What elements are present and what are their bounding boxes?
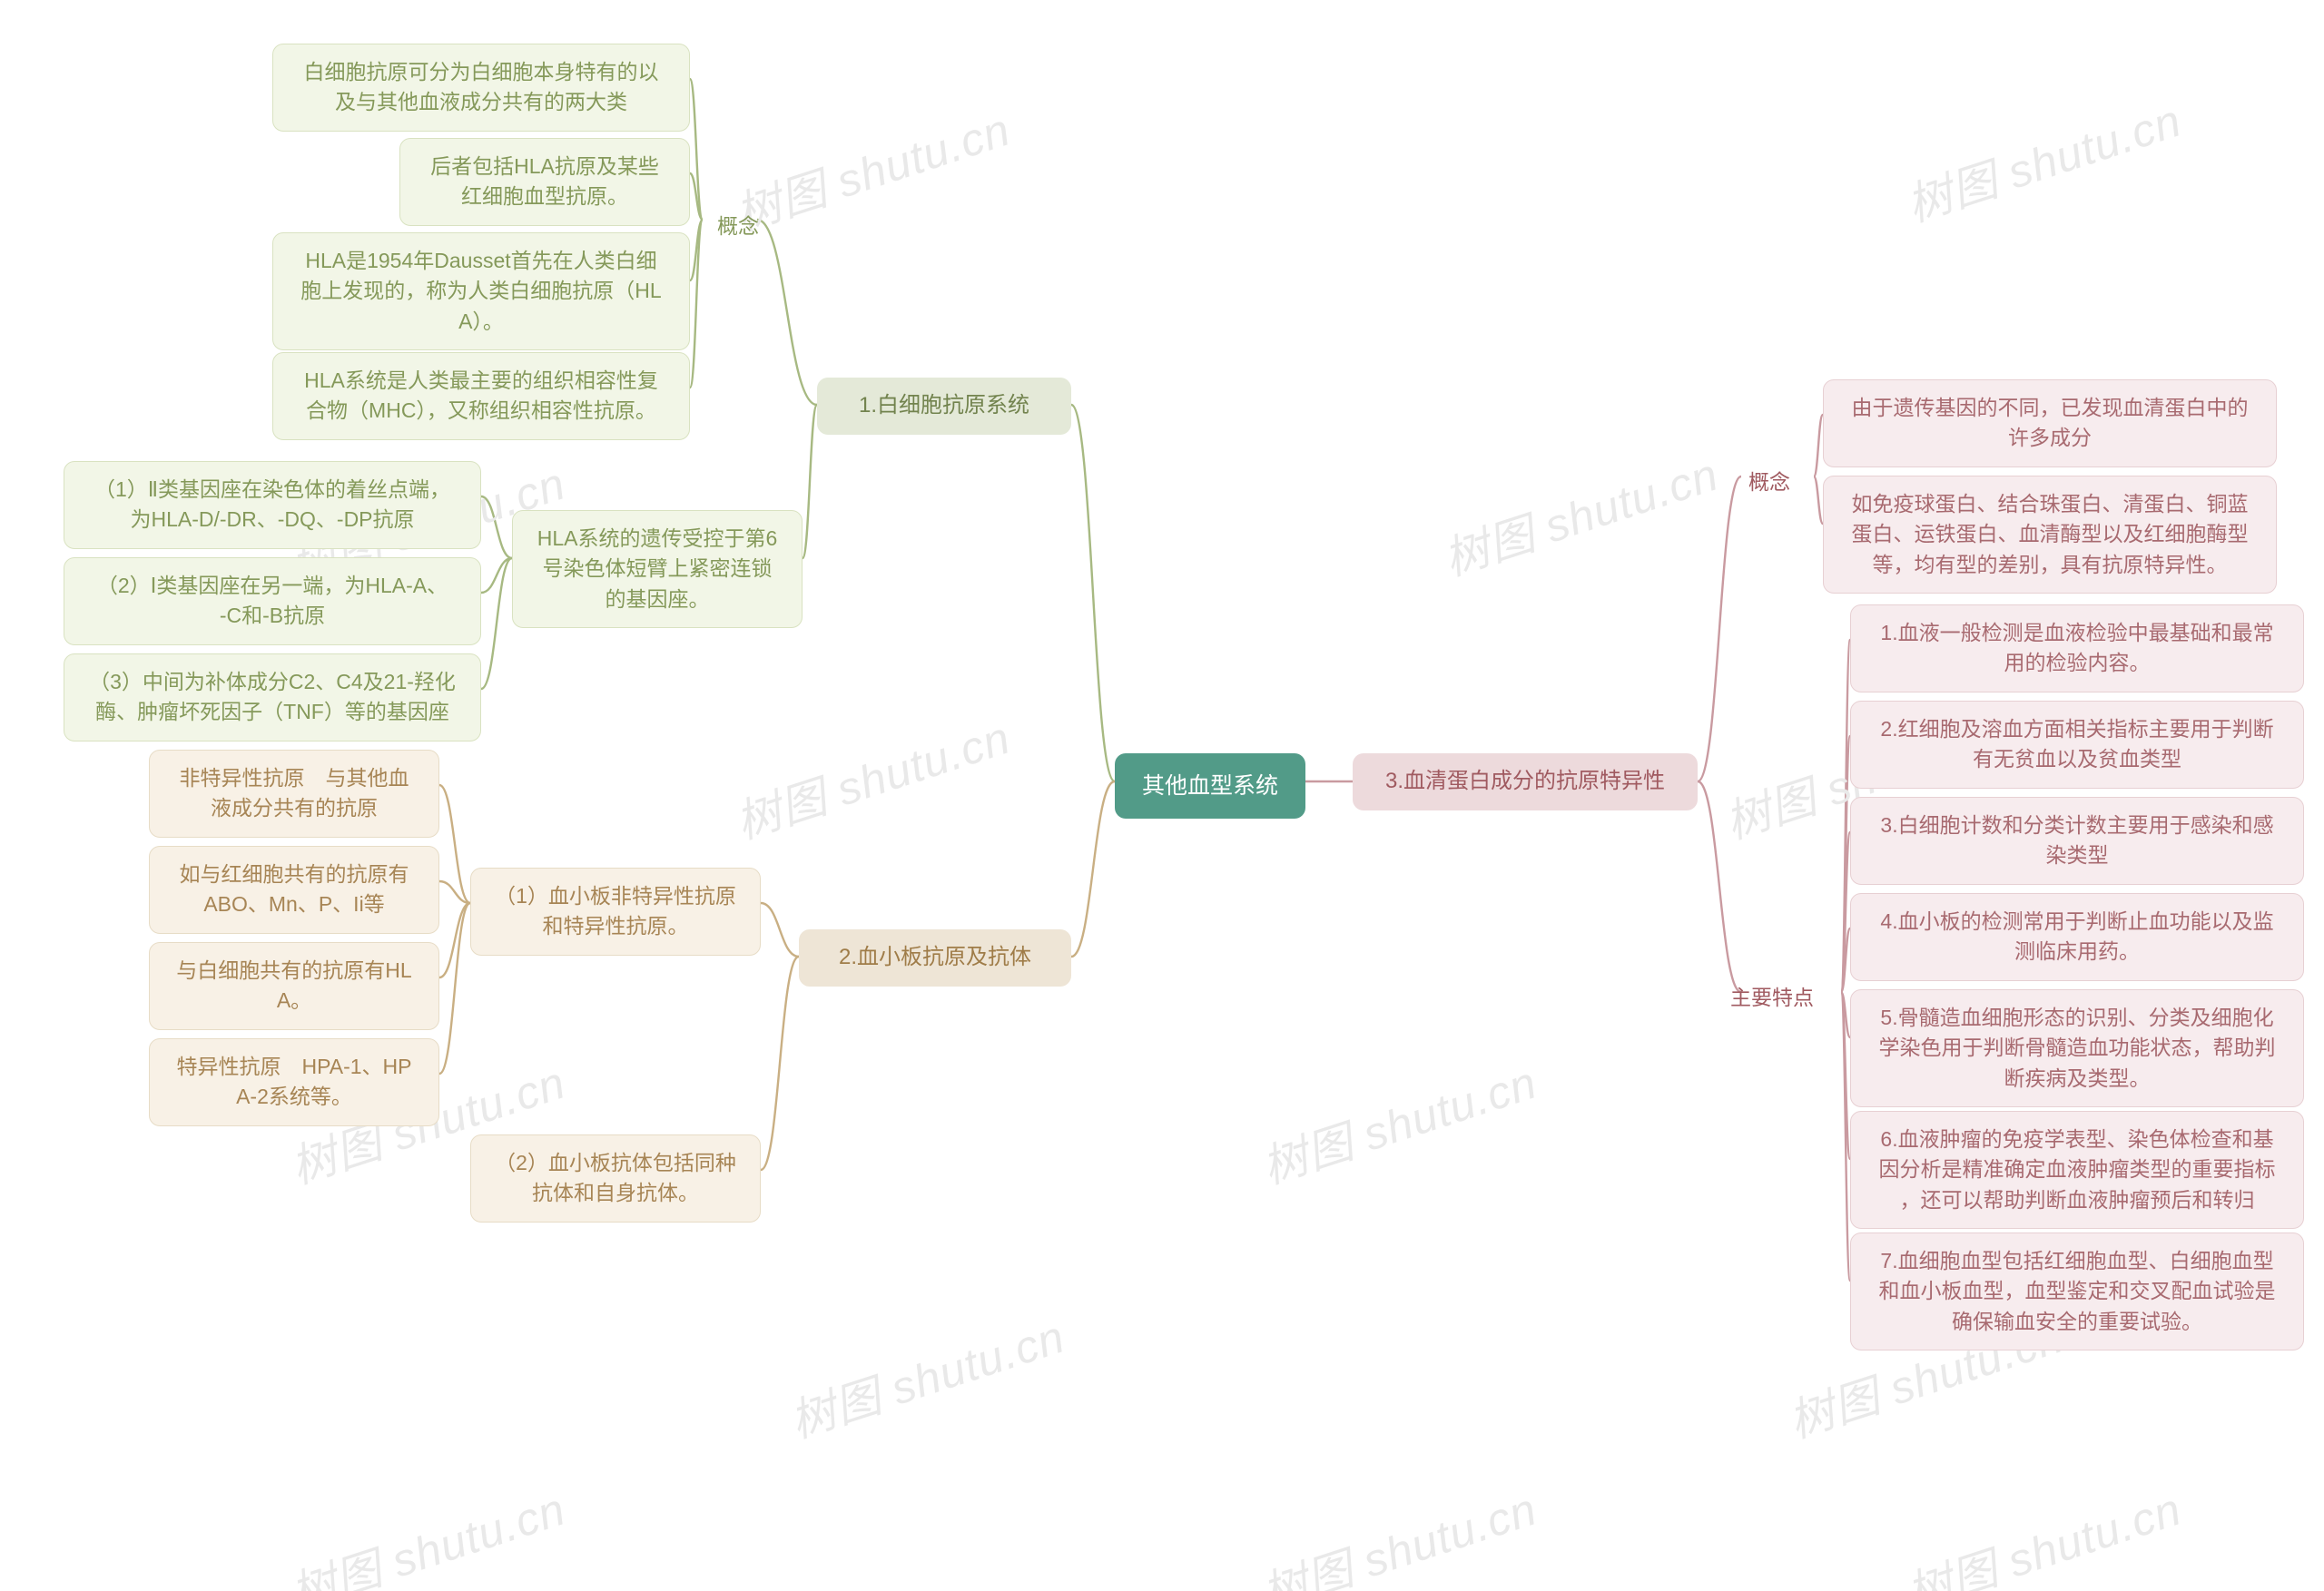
- branch-2-group-1-leaf-0: 非特异性抗原 与其他血 液成分共有的抗原: [149, 750, 439, 838]
- branch-1-group-1-leaf-2: HLA是1954年Dausset首先在人类白细 胞上发现的，称为人类白细胞抗原（…: [272, 232, 690, 350]
- branch-1: 1.白细胞抗原系统: [817, 378, 1071, 435]
- watermark: 树图 shutu.cn: [1897, 84, 2189, 234]
- branch-2-group-2-node: （2）血小板抗体包括同种 抗体和自身抗体。: [470, 1134, 761, 1223]
- branch-3-group-2-leaf-5: 6.血液肿瘤的免疫学表型、染色体检查和基 因分析是精准确定血液肿瘤类型的重要指标…: [1850, 1111, 2304, 1229]
- branch-1-group-1-label: 概念: [717, 209, 759, 240]
- branch-1-group-2-leaf-1: （2）Ⅰ类基因座在另一端，为HLA-A、 -C和-B抗原: [64, 557, 481, 645]
- watermark: 树图 shutu.cn: [1253, 1046, 1544, 1196]
- watermark: 树图 shutu.cn: [726, 93, 1018, 243]
- branch-2-group-1-leaf-2: 与白细胞共有的抗原有HL A。: [149, 942, 439, 1030]
- branch-2-group-1-leaf-3: 特异性抗原 HPA-1、HP A-2系统等。: [149, 1038, 439, 1126]
- watermark: 树图 shutu.cn: [281, 1473, 573, 1591]
- watermark: 树图 shutu.cn: [726, 702, 1018, 851]
- branch-1-group-1-leaf-0: 白细胞抗原可分为白细胞本身特有的以 及与其他血液成分共有的两大类: [272, 44, 690, 132]
- branch-1-group-1-leaf-1: 后者包括HLA抗原及某些 红细胞血型抗原。: [399, 138, 690, 226]
- branch-3: 3.血清蛋白成分的抗原特异性: [1353, 753, 1698, 810]
- branch-3-group-2-label: 主要特点: [1730, 980, 1814, 1011]
- branch-2: 2.血小板抗原及抗体: [799, 929, 1071, 987]
- watermark: 树图 shutu.cn: [781, 1301, 1072, 1450]
- branch-1-group-1-leaf-3: HLA系统是人类最主要的组织相容性复 合物（MHC），又称组织相容性抗原。: [272, 352, 690, 440]
- watermark: 树图 shutu.cn: [1897, 1473, 2189, 1591]
- root-node: 其他血型系统: [1115, 753, 1305, 819]
- watermark: 树图 shutu.cn: [1253, 1473, 1544, 1591]
- branch-3-group-2-leaf-1: 2.红细胞及溶血方面相关指标主要用于判断 有无贫血以及贫血类型: [1850, 701, 2304, 789]
- branch-3-group-2-leaf-6: 7.血细胞血型包括红细胞血型、白细胞血型 和血小板血型，血型鉴定和交叉配血试验是…: [1850, 1233, 2304, 1350]
- branch-3-group-1-leaf-1: 如免疫球蛋白、结合珠蛋白、清蛋白、铜蓝 蛋白、运铁蛋白、血清酶型以及红细胞酶型 …: [1823, 476, 2277, 594]
- branch-3-group-1-leaf-0: 由于遗传基因的不同，已发现血清蛋白中的 许多成分: [1823, 379, 2277, 467]
- branch-1-group-2-leaf-2: （3）中间为补体成分C2、C4及21-羟化 酶、肿瘤坏死因子（TNF）等的基因座: [64, 653, 481, 741]
- branch-2-group-1-node: （1）血小板非特异性抗原 和特异性抗原。: [470, 868, 761, 956]
- branch-3-group-2-leaf-2: 3.白细胞计数和分类计数主要用于感染和感 染类型: [1850, 797, 2304, 885]
- branch-3-group-2-leaf-0: 1.血液一般检测是血液检验中最基础和最常 用的检验内容。: [1850, 604, 2304, 692]
- branch-1-group-2-leaf-0: （1）Ⅱ类基因座在染色体的着丝点端， 为HLA-D/-DR、-DQ、-DP抗原: [64, 461, 481, 549]
- watermark: 树图 shutu.cn: [1434, 438, 1726, 588]
- branch-3-group-2-leaf-4: 5.骨髓造血细胞形态的识别、分类及细胞化 学染色用于判断骨髓造血功能状态，帮助判…: [1850, 989, 2304, 1107]
- branch-2-group-1-leaf-1: 如与红细胞共有的抗原有 ABO、Mn、P、Ii等: [149, 846, 439, 934]
- branch-3-group-2-leaf-3: 4.血小板的检测常用于判断止血功能以及监 测临床用药。: [1850, 893, 2304, 981]
- branch-1-group-2-node: HLA系统的遗传受控于第6 号染色体短臂上紧密连锁 的基因座。: [512, 510, 803, 628]
- branch-3-group-1-label: 概念: [1748, 465, 1790, 496]
